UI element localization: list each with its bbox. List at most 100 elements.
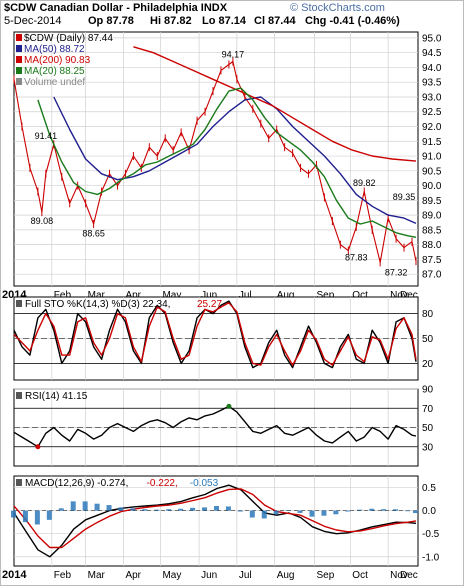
macd-xtick-label: Sep <box>316 570 334 581</box>
price-xtick-label: Jun <box>201 290 217 301</box>
macd-histogram-bar <box>369 508 375 511</box>
price-ytick-label: 89.0 <box>422 211 442 222</box>
price-ytick-label: 87.5 <box>422 255 442 266</box>
sto-ytick-label: 50 <box>422 334 434 345</box>
macd-histogram-bar <box>345 510 351 512</box>
price-series-ma-50- <box>53 96 417 225</box>
macd-ytick-label: -0.5 <box>422 529 440 540</box>
rsi-ytick-label: 50 <box>422 423 434 434</box>
macd-histogram-bar <box>225 506 231 511</box>
legend-label: -0.053 <box>190 478 219 489</box>
legend-label: -0.222, <box>147 478 178 489</box>
macd-xtick-label: Mar <box>88 570 106 581</box>
macd-xtick-label: Jun <box>201 570 217 581</box>
price-xtick-label: Oct <box>352 290 368 301</box>
price-ytick-label: 95.0 <box>422 33 442 44</box>
macd-histogram-bar <box>202 507 208 511</box>
macd-xtick-label: Apr <box>125 570 141 581</box>
legend-label: Full STO %K(14,3) %D(3) 22.34, <box>25 299 170 310</box>
macd-histogram-bar <box>412 510 418 514</box>
rsi-overbought-mark <box>226 403 232 409</box>
rsi-ytick-label: 90 <box>422 385 434 396</box>
macd-xtick-label: Jul <box>239 570 252 581</box>
macd-xtick-label: 2014 <box>2 569 27 581</box>
legend-label: MA(50) 88.72 <box>24 44 85 55</box>
price-ytick-label: 93.5 <box>422 78 442 89</box>
macd-histogram-bar <box>309 510 315 517</box>
price-series-ma-200- <box>133 46 417 162</box>
price-annotation: 89.08 <box>31 216 54 226</box>
macd-xtick-label: May <box>162 570 181 581</box>
macd-ytick-label: 0.0 <box>422 506 436 517</box>
macd-histogram-bar <box>357 509 363 511</box>
macd-histogram-bar <box>46 510 52 520</box>
macd-histogram-bar <box>178 508 184 511</box>
price-ytick-label: 87.0 <box>422 270 442 281</box>
macd-histogram-bar <box>190 507 196 511</box>
price-xtick-label: Mar <box>88 290 106 301</box>
legend-swatch <box>16 78 22 85</box>
macd-histogram-bar <box>237 510 243 512</box>
macd-histogram-bar <box>130 508 136 511</box>
legend-label: MA(20) 88.25 <box>24 66 85 77</box>
legend-swatch <box>16 34 22 41</box>
price-ytick-label: 88.0 <box>422 240 442 251</box>
macd-frame <box>13 475 419 567</box>
macd-histogram-bar <box>34 510 40 525</box>
macd-xtick-label: Oct <box>352 570 368 581</box>
price-ytick-label: 91.5 <box>422 137 442 148</box>
macd-ytick-label: 0.5 <box>422 483 436 494</box>
price-annotation: 91.41 <box>35 131 58 141</box>
legend-swatch <box>16 56 22 63</box>
macd-histogram-bar <box>11 510 16 518</box>
macd-histogram-bar <box>22 510 28 523</box>
macd-xtick-label: Dec <box>400 570 418 581</box>
quote-open: Op 87.78 <box>88 15 134 27</box>
rsi-ytick-label: 70 <box>422 404 434 415</box>
price-ytick-label: 90.5 <box>422 166 442 177</box>
macd-series-signal <box>13 488 417 549</box>
sto-series--d <box>13 302 417 366</box>
price-series-ma-20- <box>37 87 417 238</box>
macd-histogram-bar <box>249 510 255 518</box>
price-annotation: 87.83 <box>345 253 368 263</box>
legend-swatch <box>16 45 22 52</box>
legend-label: Volume undef <box>24 77 85 88</box>
macd-histogram-bar <box>321 510 327 516</box>
price-xtick-label: Sep <box>316 290 334 301</box>
quote-low: Lo 87.14 <box>202 15 247 27</box>
price-ytick-label: 91.0 <box>422 152 442 163</box>
price-panel: 87.0 87.5 88.0 88.5 89.0 89.5 90.0 90.5 91.0 91.5… <box>2 31 442 301</box>
macd-histogram-bar <box>213 506 219 511</box>
legend-label: MACD(12,26,9) -0.274, <box>25 478 128 489</box>
macd-histogram-bar <box>393 509 399 511</box>
macd-histogram-bar <box>166 509 172 511</box>
macd-histogram-bar <box>333 510 339 515</box>
price-annotation: 89.35 <box>393 192 416 202</box>
price-ytick-label: 94.5 <box>422 48 442 59</box>
quote-close: Cl 87.44 <box>254 15 296 27</box>
macd-histogram-bar <box>58 508 64 511</box>
price-ytick-label: 89.5 <box>422 196 442 207</box>
rsi-ytick-label: 30 <box>422 442 434 453</box>
price-xtick-label: Jul <box>239 290 252 301</box>
macd-histogram-bar <box>273 510 279 515</box>
sto-panel: 20 50 80 Full STO %K(14,3) %D(3) 22.34, 25.2… <box>13 296 434 381</box>
macd-histogram-bar <box>106 505 112 511</box>
legend-swatch <box>16 479 22 486</box>
macd-histogram-bar <box>94 503 100 511</box>
price-ytick-label: 90.0 <box>422 181 442 192</box>
price-ytick-label: 92.0 <box>422 122 442 133</box>
price-xtick-label: Nov <box>390 290 408 301</box>
macd-histogram-bar <box>154 509 160 511</box>
watermark: © StockCharts.com <box>290 2 385 14</box>
macd-histogram-bar <box>381 509 387 511</box>
chart-panels: 87.0 87.5 88.0 88.5 89.0 89.5 90.0 90.5 91.0 91.5… <box>2 31 442 581</box>
sto-ytick-label: 80 <box>422 309 434 320</box>
rsi-oversold-mark <box>35 444 41 450</box>
legend-swatch <box>16 67 22 74</box>
macd-histogram-bar <box>297 510 303 513</box>
macd-histogram-bar <box>70 501 76 511</box>
legend-label: RSI(14) 41.15 <box>25 391 88 402</box>
